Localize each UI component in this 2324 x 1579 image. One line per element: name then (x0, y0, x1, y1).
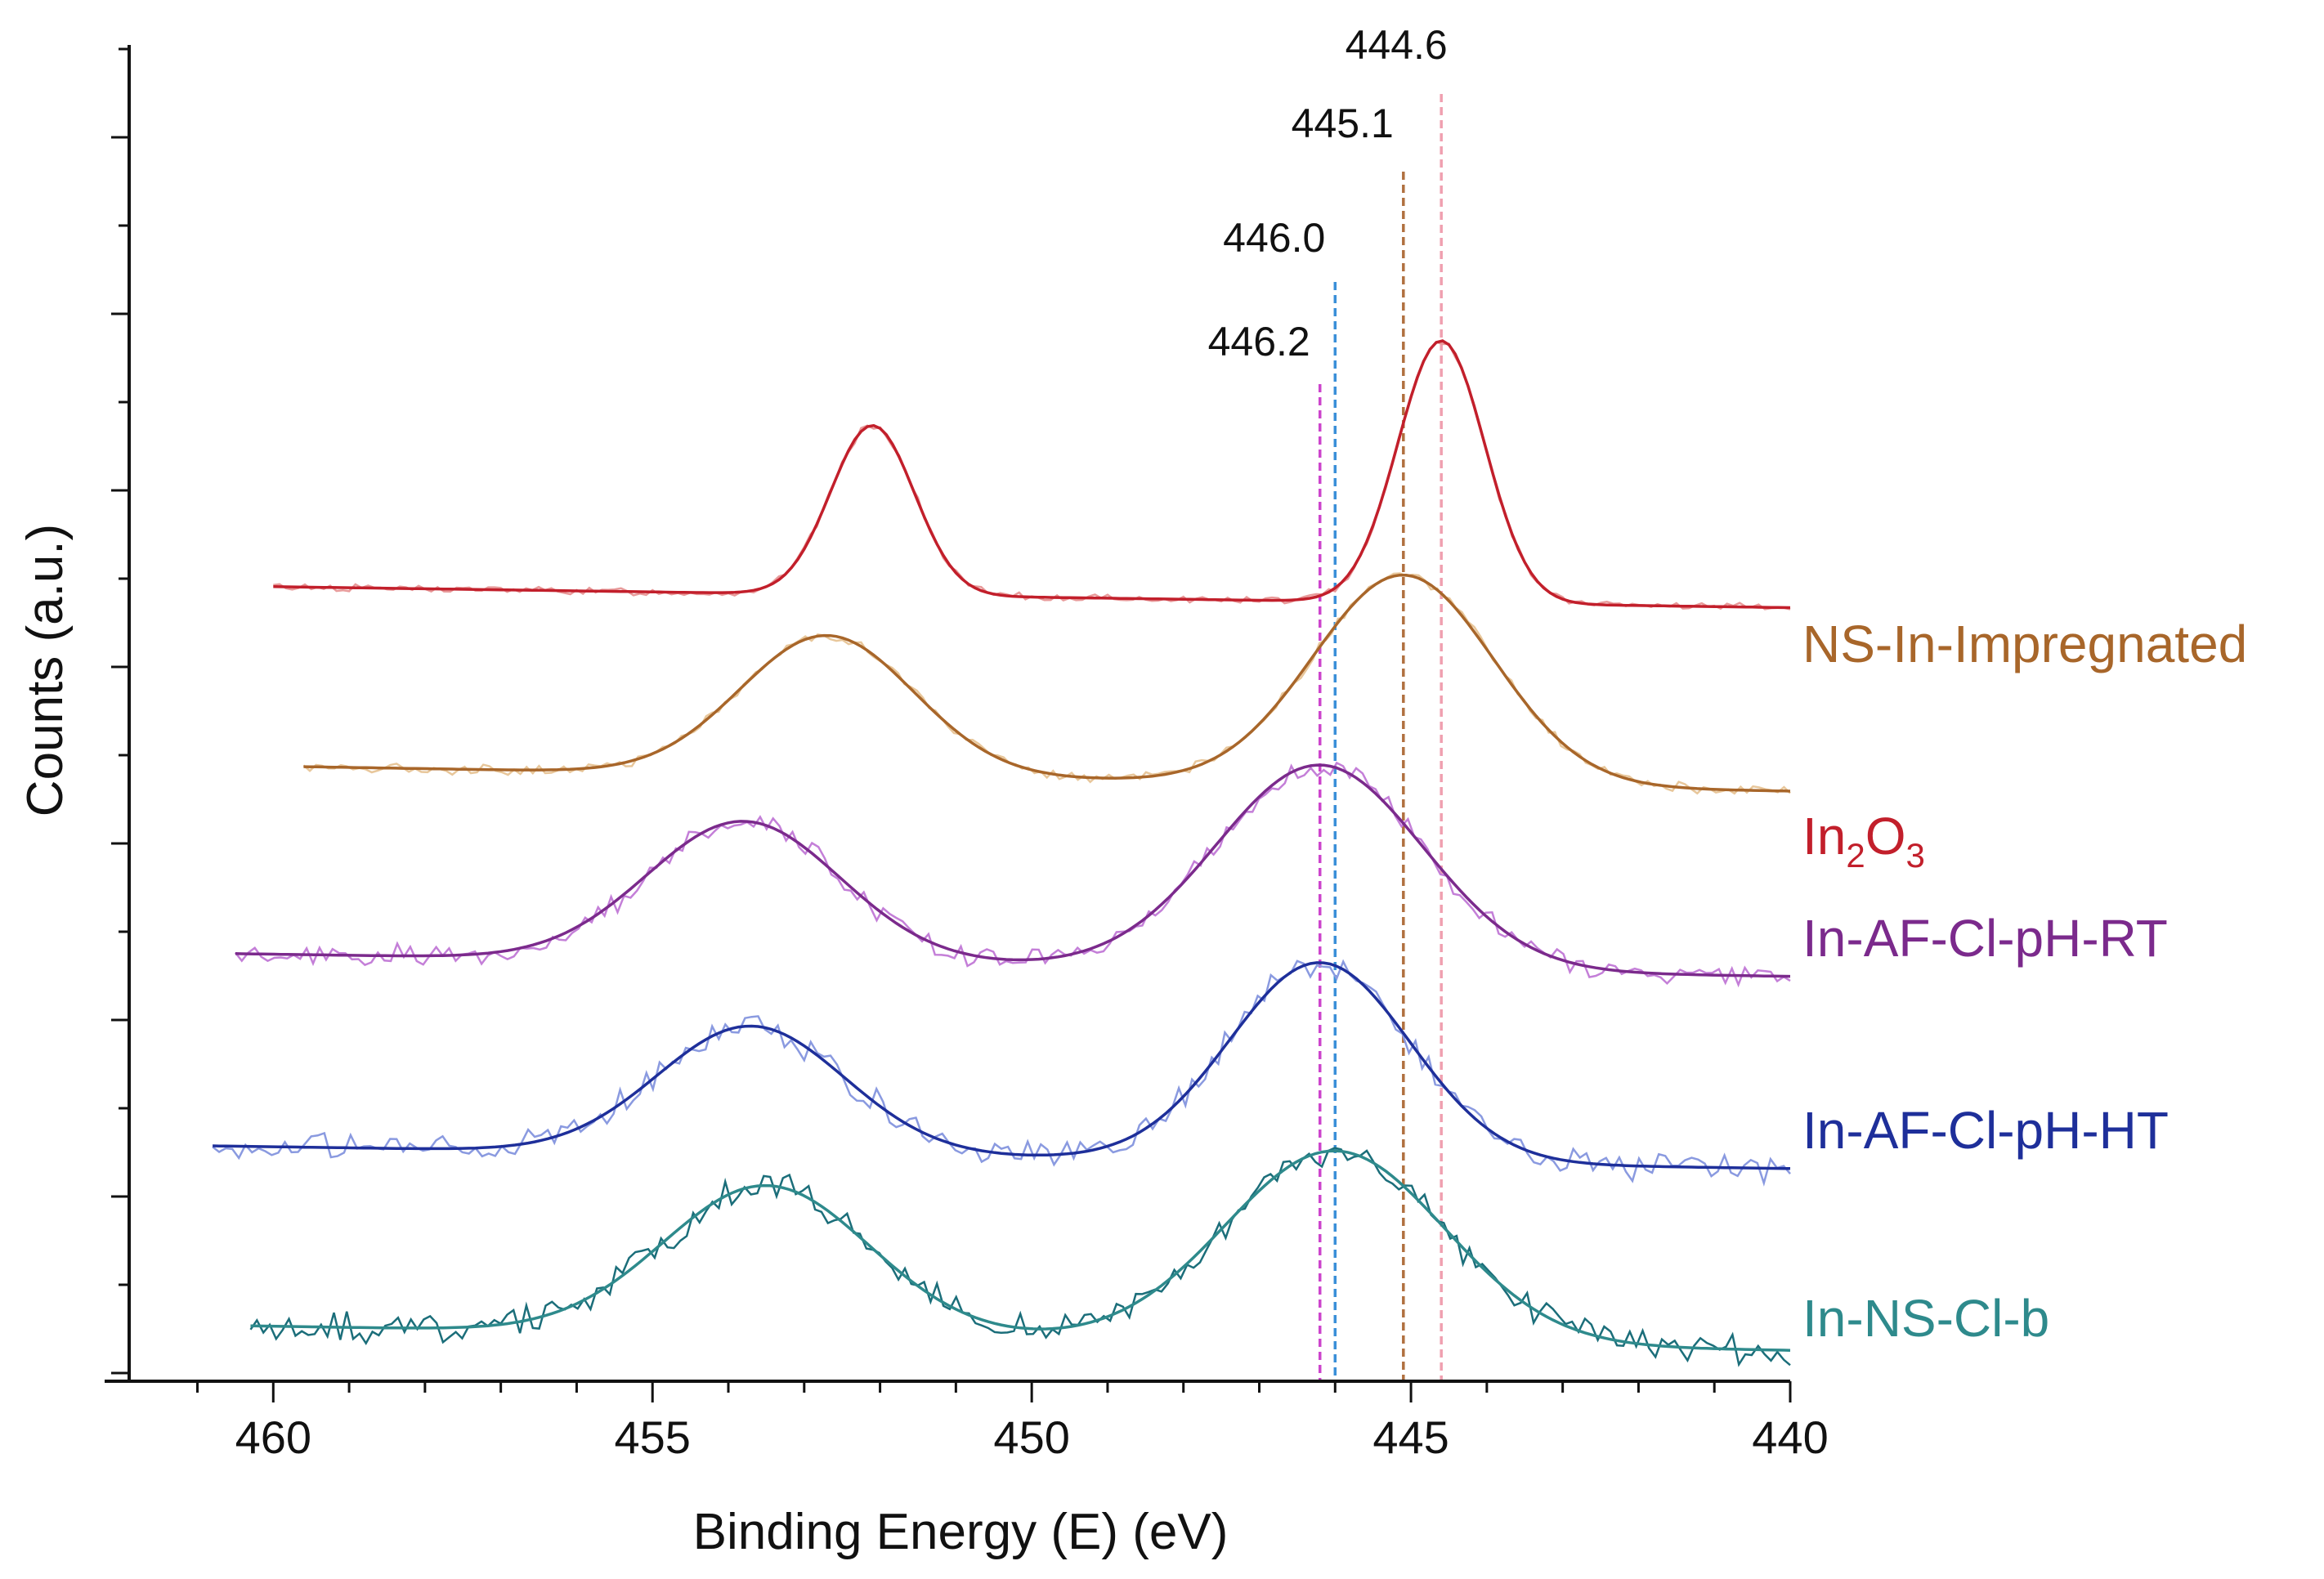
x-tick-label: 445 (1372, 1411, 1449, 1463)
x-tick-label: 450 (993, 1411, 1069, 1463)
series-label: In-NS-Cl-b (1802, 1289, 2049, 1348)
series-group: In2O3 NS-In-Impregnated In-AF-Cl-pH-RT In-A… (212, 339, 2247, 1367)
series-label: In2O3 (1802, 807, 1925, 874)
series-fit-In-AF-Cl-pH-HT (213, 961, 1791, 1170)
x-tick-label: 455 (615, 1411, 691, 1463)
series-fit-NS-In-Impregnated (303, 573, 1791, 793)
x-tick-label: 460 (235, 1411, 311, 1463)
labels: Binding Energy (E) (eV) Counts (a.u.) (17, 524, 1228, 1560)
series-raw-NS-In-Impregnated (302, 572, 1791, 795)
series-fit-In-NS-Cl-b (250, 1149, 1791, 1352)
reference-line-label: 446.2 (1208, 319, 1310, 365)
x-tick-label: 440 (1752, 1411, 1828, 1463)
series-label: In-AF-Cl-pH-RT (1802, 909, 2168, 968)
series-raw-In-NS-Cl-b (249, 1147, 1791, 1367)
reference-line-label: 445.1 (1292, 101, 1394, 146)
reference-lines: 446.2 446.0 445.1 444.6 (1208, 22, 1448, 1381)
series-label: In-AF-Cl-pH-HT (1802, 1101, 2169, 1160)
x-axis-title: Binding Energy (E) (eV) (693, 1504, 1229, 1560)
series-fit-In-AF-Cl-pH-RT (235, 763, 1791, 978)
series-raw-In2O3 (273, 341, 1791, 611)
series-raw-In-AF-Cl-pH-RT (234, 761, 1791, 988)
series-fit-In2O3 (273, 339, 1791, 610)
reference-line-label: 444.6 (1346, 22, 1448, 68)
axes: 460 455 450 445 440 (105, 45, 1829, 1463)
series-label: NS-In-Impregnated (1802, 615, 2247, 673)
y-axis-title: Counts (a.u.) (17, 524, 74, 816)
reference-line-label: 446.0 (1223, 215, 1325, 261)
